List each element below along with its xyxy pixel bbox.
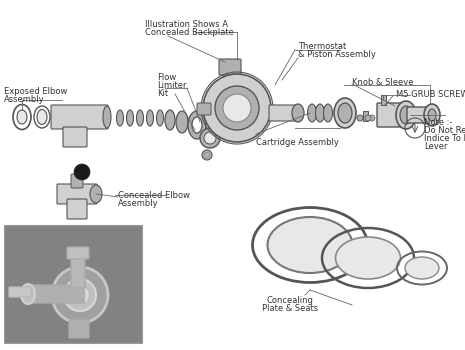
Ellipse shape — [424, 104, 440, 126]
Ellipse shape — [103, 106, 111, 128]
Circle shape — [64, 279, 96, 311]
Ellipse shape — [267, 217, 352, 273]
Ellipse shape — [338, 103, 352, 123]
Text: Thermostat: Thermostat — [298, 42, 346, 51]
Text: Limiter: Limiter — [157, 81, 186, 90]
Ellipse shape — [157, 110, 164, 126]
FancyBboxPatch shape — [224, 67, 236, 94]
Ellipse shape — [17, 110, 27, 124]
Text: Assembly: Assembly — [4, 95, 45, 104]
Bar — [4, 225, 142, 343]
Text: Note :-: Note :- — [424, 118, 452, 127]
FancyBboxPatch shape — [71, 254, 85, 288]
Ellipse shape — [334, 98, 356, 128]
Ellipse shape — [165, 110, 175, 130]
Ellipse shape — [315, 104, 325, 122]
Text: Lever: Lever — [424, 142, 447, 151]
Ellipse shape — [292, 104, 304, 122]
Ellipse shape — [405, 257, 439, 279]
Bar — [363, 111, 368, 121]
Text: Flow: Flow — [157, 73, 176, 82]
Text: Do Not Remove: Do Not Remove — [424, 126, 465, 135]
Text: Indice To Remove: Indice To Remove — [424, 134, 465, 143]
Ellipse shape — [192, 117, 202, 133]
Ellipse shape — [117, 110, 124, 126]
Circle shape — [215, 86, 259, 130]
FancyBboxPatch shape — [57, 184, 97, 204]
Ellipse shape — [146, 110, 153, 126]
Ellipse shape — [205, 153, 210, 158]
Bar — [5, 226, 141, 342]
Ellipse shape — [357, 115, 363, 121]
Ellipse shape — [202, 150, 212, 160]
FancyBboxPatch shape — [71, 174, 83, 188]
Ellipse shape — [90, 185, 102, 203]
Text: Cartridge Assembly: Cartridge Assembly — [256, 138, 339, 147]
FancyBboxPatch shape — [269, 105, 299, 121]
Text: Kit: Kit — [157, 89, 168, 98]
Text: Concealed Backplate: Concealed Backplate — [145, 28, 234, 37]
Ellipse shape — [21, 284, 35, 304]
Text: Illustration Shows A: Illustration Shows A — [145, 20, 228, 29]
FancyBboxPatch shape — [197, 103, 211, 115]
Circle shape — [369, 115, 375, 121]
Bar — [381, 95, 386, 105]
Ellipse shape — [428, 109, 436, 121]
FancyBboxPatch shape — [69, 320, 89, 338]
Ellipse shape — [324, 104, 332, 122]
Text: Plate & Seats: Plate & Seats — [262, 304, 318, 313]
Text: Concealed Elbow: Concealed Elbow — [118, 191, 190, 200]
Ellipse shape — [396, 101, 416, 129]
FancyBboxPatch shape — [67, 247, 89, 259]
Ellipse shape — [200, 128, 220, 148]
FancyBboxPatch shape — [377, 103, 407, 127]
Ellipse shape — [137, 110, 144, 126]
Ellipse shape — [188, 111, 206, 139]
Circle shape — [203, 74, 271, 142]
Circle shape — [365, 115, 371, 121]
Ellipse shape — [37, 110, 47, 125]
Circle shape — [72, 287, 88, 303]
FancyBboxPatch shape — [51, 105, 108, 129]
FancyBboxPatch shape — [63, 127, 87, 147]
Text: Exposed Elbow: Exposed Elbow — [4, 87, 67, 96]
Ellipse shape — [126, 110, 133, 126]
Ellipse shape — [204, 132, 216, 144]
Text: Assembly: Assembly — [118, 199, 159, 208]
FancyBboxPatch shape — [9, 287, 31, 297]
Text: Knob & Sleeve: Knob & Sleeve — [352, 78, 413, 87]
Ellipse shape — [400, 106, 412, 124]
Text: M5 GRUB SCREW: M5 GRUB SCREW — [396, 90, 465, 99]
FancyBboxPatch shape — [407, 107, 431, 123]
FancyBboxPatch shape — [27, 285, 84, 303]
Ellipse shape — [307, 104, 317, 122]
Text: Concealing: Concealing — [266, 296, 313, 305]
FancyBboxPatch shape — [219, 59, 241, 75]
Ellipse shape — [336, 237, 400, 279]
FancyBboxPatch shape — [67, 199, 87, 219]
Circle shape — [52, 267, 108, 323]
Circle shape — [74, 164, 90, 180]
Circle shape — [223, 94, 251, 122]
Ellipse shape — [176, 111, 188, 133]
Text: & Piston Assembly: & Piston Assembly — [298, 50, 376, 59]
